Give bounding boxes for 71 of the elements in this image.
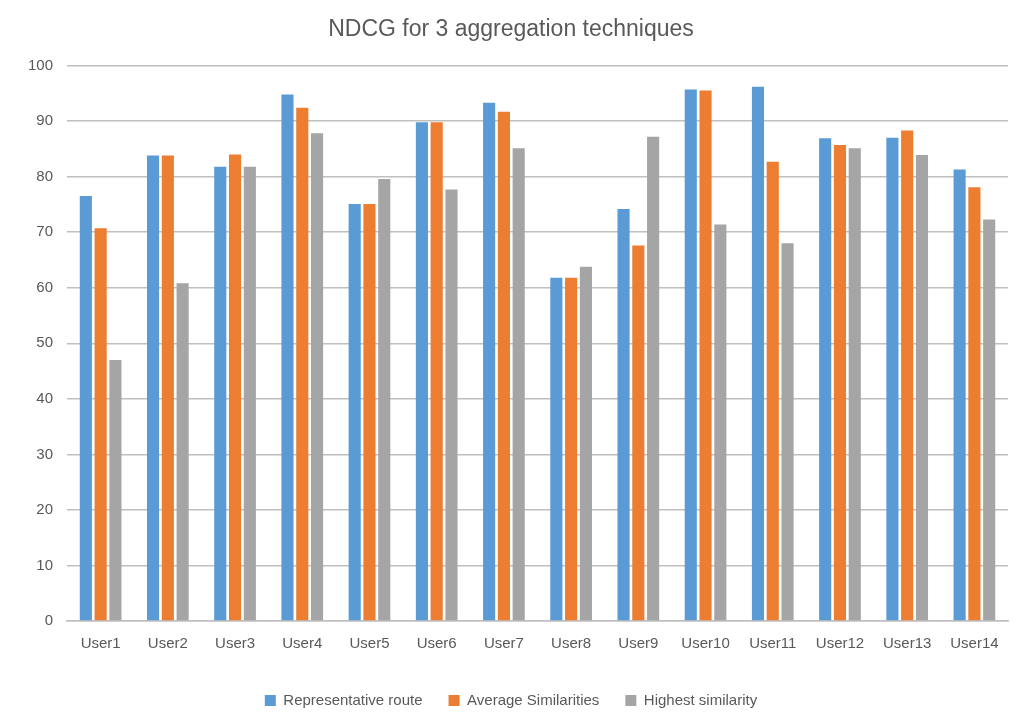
bar: [109, 359, 122, 621]
bar: [363, 203, 376, 621]
y-tick-label: 90: [36, 111, 54, 129]
x-tick-label: User11: [749, 634, 797, 652]
bar: [430, 122, 443, 621]
bar: [766, 161, 779, 621]
y-tick-label: 100: [28, 55, 54, 73]
bar: [243, 166, 256, 621]
x-tick-label: User1: [80, 634, 121, 652]
bar: [833, 145, 847, 621]
y-tick-label: 30: [36, 444, 54, 462]
bar: [348, 203, 361, 621]
x-tick-label: User5: [349, 634, 390, 652]
bar: [886, 137, 899, 621]
y-tick-label: 40: [36, 388, 54, 406]
bar: [848, 148, 861, 621]
x-tick-label: User3: [215, 634, 256, 652]
bar: [79, 196, 92, 621]
x-tick-label: User2: [147, 634, 188, 652]
chart-title: NDCG for 3 aggregation techniques: [328, 15, 694, 42]
bar: [229, 154, 242, 621]
bar: [445, 189, 458, 621]
bar: [647, 136, 660, 621]
bar: [819, 138, 832, 621]
bar: [617, 208, 630, 621]
x-tick-label: User7: [483, 634, 524, 652]
bar: [968, 187, 981, 621]
bar: [751, 86, 765, 621]
x-tick-label: User4: [282, 634, 323, 652]
bar: [512, 148, 525, 621]
bar: [565, 277, 578, 621]
bar: [214, 166, 227, 621]
bar: [632, 245, 645, 621]
x-tick-label: User12: [815, 634, 865, 652]
bar: [901, 130, 914, 621]
legend-label: Highest similarity: [643, 690, 758, 708]
y-tick-label: 0: [44, 611, 54, 629]
bar: [781, 243, 794, 621]
bar: [415, 122, 428, 621]
bar: [684, 89, 697, 621]
bar: [161, 155, 174, 621]
x-tick-label: User10: [681, 634, 730, 652]
bar: [94, 228, 107, 621]
x-tick-label: User8: [551, 634, 592, 652]
x-tick-label: User6: [416, 634, 457, 652]
bar: [483, 102, 496, 621]
y-tick-label: 10: [36, 555, 54, 573]
bar: [147, 155, 160, 621]
bar: [281, 94, 294, 621]
y-tick-label: 80: [36, 166, 54, 184]
x-tick-label: User13: [883, 634, 932, 652]
bar: [953, 169, 966, 621]
bar: [310, 133, 324, 621]
bar: [915, 155, 929, 621]
bar: [497, 111, 510, 621]
bar: [378, 178, 391, 621]
bar: [550, 277, 563, 621]
bar: [699, 90, 712, 621]
bar: [296, 107, 309, 621]
bar: [983, 219, 996, 621]
y-tick-label: 70: [36, 222, 54, 240]
x-tick-label: User9: [618, 634, 659, 652]
legend-label: Average Similarities: [467, 690, 600, 708]
y-tick-label: 50: [36, 333, 54, 351]
y-tick-label: 20: [36, 500, 54, 518]
x-tick-label: User14: [950, 634, 999, 652]
bar: [579, 266, 592, 621]
bar: [176, 283, 189, 621]
y-tick-label: 60: [36, 277, 54, 295]
bar: [714, 224, 727, 621]
legend-label: Representative route: [283, 690, 423, 708]
